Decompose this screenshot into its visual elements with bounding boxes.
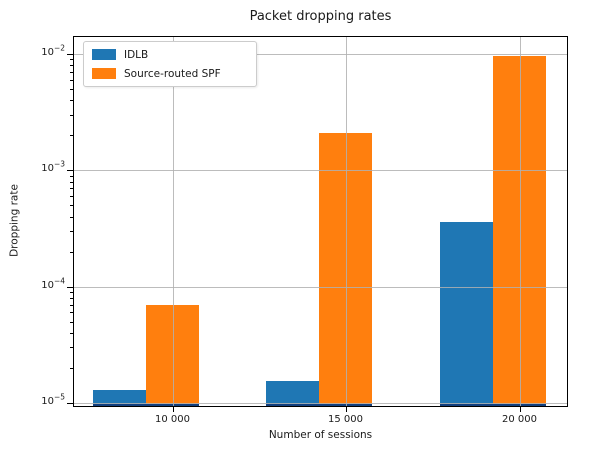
y-minor-tick <box>70 368 73 369</box>
x-tick <box>346 407 347 412</box>
y-minor-tick <box>70 333 73 334</box>
v-gridline <box>520 36 521 407</box>
y-minor-tick <box>70 347 73 348</box>
x-axis-label: Number of sessions <box>268 429 373 441</box>
h-gridline <box>73 403 568 404</box>
bar-idlb <box>440 221 493 404</box>
y-minor-tick <box>70 115 73 116</box>
y-minor-tick <box>70 322 73 323</box>
x-tick-label: 20 000 <box>502 414 537 425</box>
h-gridline <box>73 170 568 171</box>
x-tick-label: 10 000 <box>155 414 190 425</box>
y-minor-tick <box>70 252 73 253</box>
bar-group-baseline <box>440 404 546 407</box>
y-minor-tick <box>70 188 73 189</box>
legend-item-idlb: IDLB <box>92 47 248 62</box>
y-minor-tick <box>70 182 73 183</box>
y-minor-tick <box>70 72 73 73</box>
bar-source-routed-spf <box>319 132 372 404</box>
chart-title: Packet dropping rates <box>249 9 392 24</box>
y-axis-label: Dropping rate <box>8 184 21 257</box>
v-gridline <box>173 36 174 407</box>
y-minor-tick <box>70 205 73 206</box>
v-gridline <box>346 36 347 407</box>
bar-idlb <box>266 380 319 404</box>
y-major-tick <box>67 403 73 404</box>
y-minor-tick <box>70 298 73 299</box>
y-tick-label: 10−5 <box>41 392 65 407</box>
y-minor-tick <box>70 196 73 197</box>
x-tick <box>520 407 521 412</box>
y-tick-label: 10−4 <box>41 276 65 291</box>
bar-group-baseline <box>266 404 372 407</box>
bar-source-routed-spf <box>493 55 546 404</box>
y-tick-label: 10−3 <box>41 159 65 174</box>
x-tick <box>173 407 174 412</box>
bar-source-routed-spf <box>146 304 199 404</box>
y-tick-label: 10−2 <box>41 43 65 58</box>
y-minor-tick <box>70 59 73 60</box>
bar-group-baseline <box>93 404 199 407</box>
y-major-tick <box>67 287 73 288</box>
y-minor-tick <box>70 135 73 136</box>
y-minor-tick <box>70 305 73 306</box>
y-minor-tick <box>70 312 73 313</box>
y-minor-tick <box>70 89 73 90</box>
legend-label-idlb: IDLB <box>124 48 149 61</box>
h-gridline <box>73 54 568 55</box>
legend-item-spf: Source-routed SPF <box>92 66 248 81</box>
y-minor-tick <box>70 176 73 177</box>
x-tick-label: 15 000 <box>328 414 363 425</box>
legend-label-spf: Source-routed SPF <box>124 67 221 80</box>
y-minor-tick <box>70 65 73 66</box>
h-gridline <box>73 287 568 288</box>
legend-swatch-spf <box>92 68 116 79</box>
y-minor-tick <box>70 100 73 101</box>
y-minor-tick <box>70 292 73 293</box>
y-major-tick <box>67 54 73 55</box>
legend: IDLB Source-routed SPF <box>83 41 257 87</box>
y-minor-tick <box>70 231 73 232</box>
y-major-tick <box>67 170 73 171</box>
y-minor-tick <box>70 80 73 81</box>
y-minor-tick <box>70 217 73 218</box>
bar-idlb <box>93 389 146 404</box>
legend-swatch-idlb <box>92 49 116 60</box>
